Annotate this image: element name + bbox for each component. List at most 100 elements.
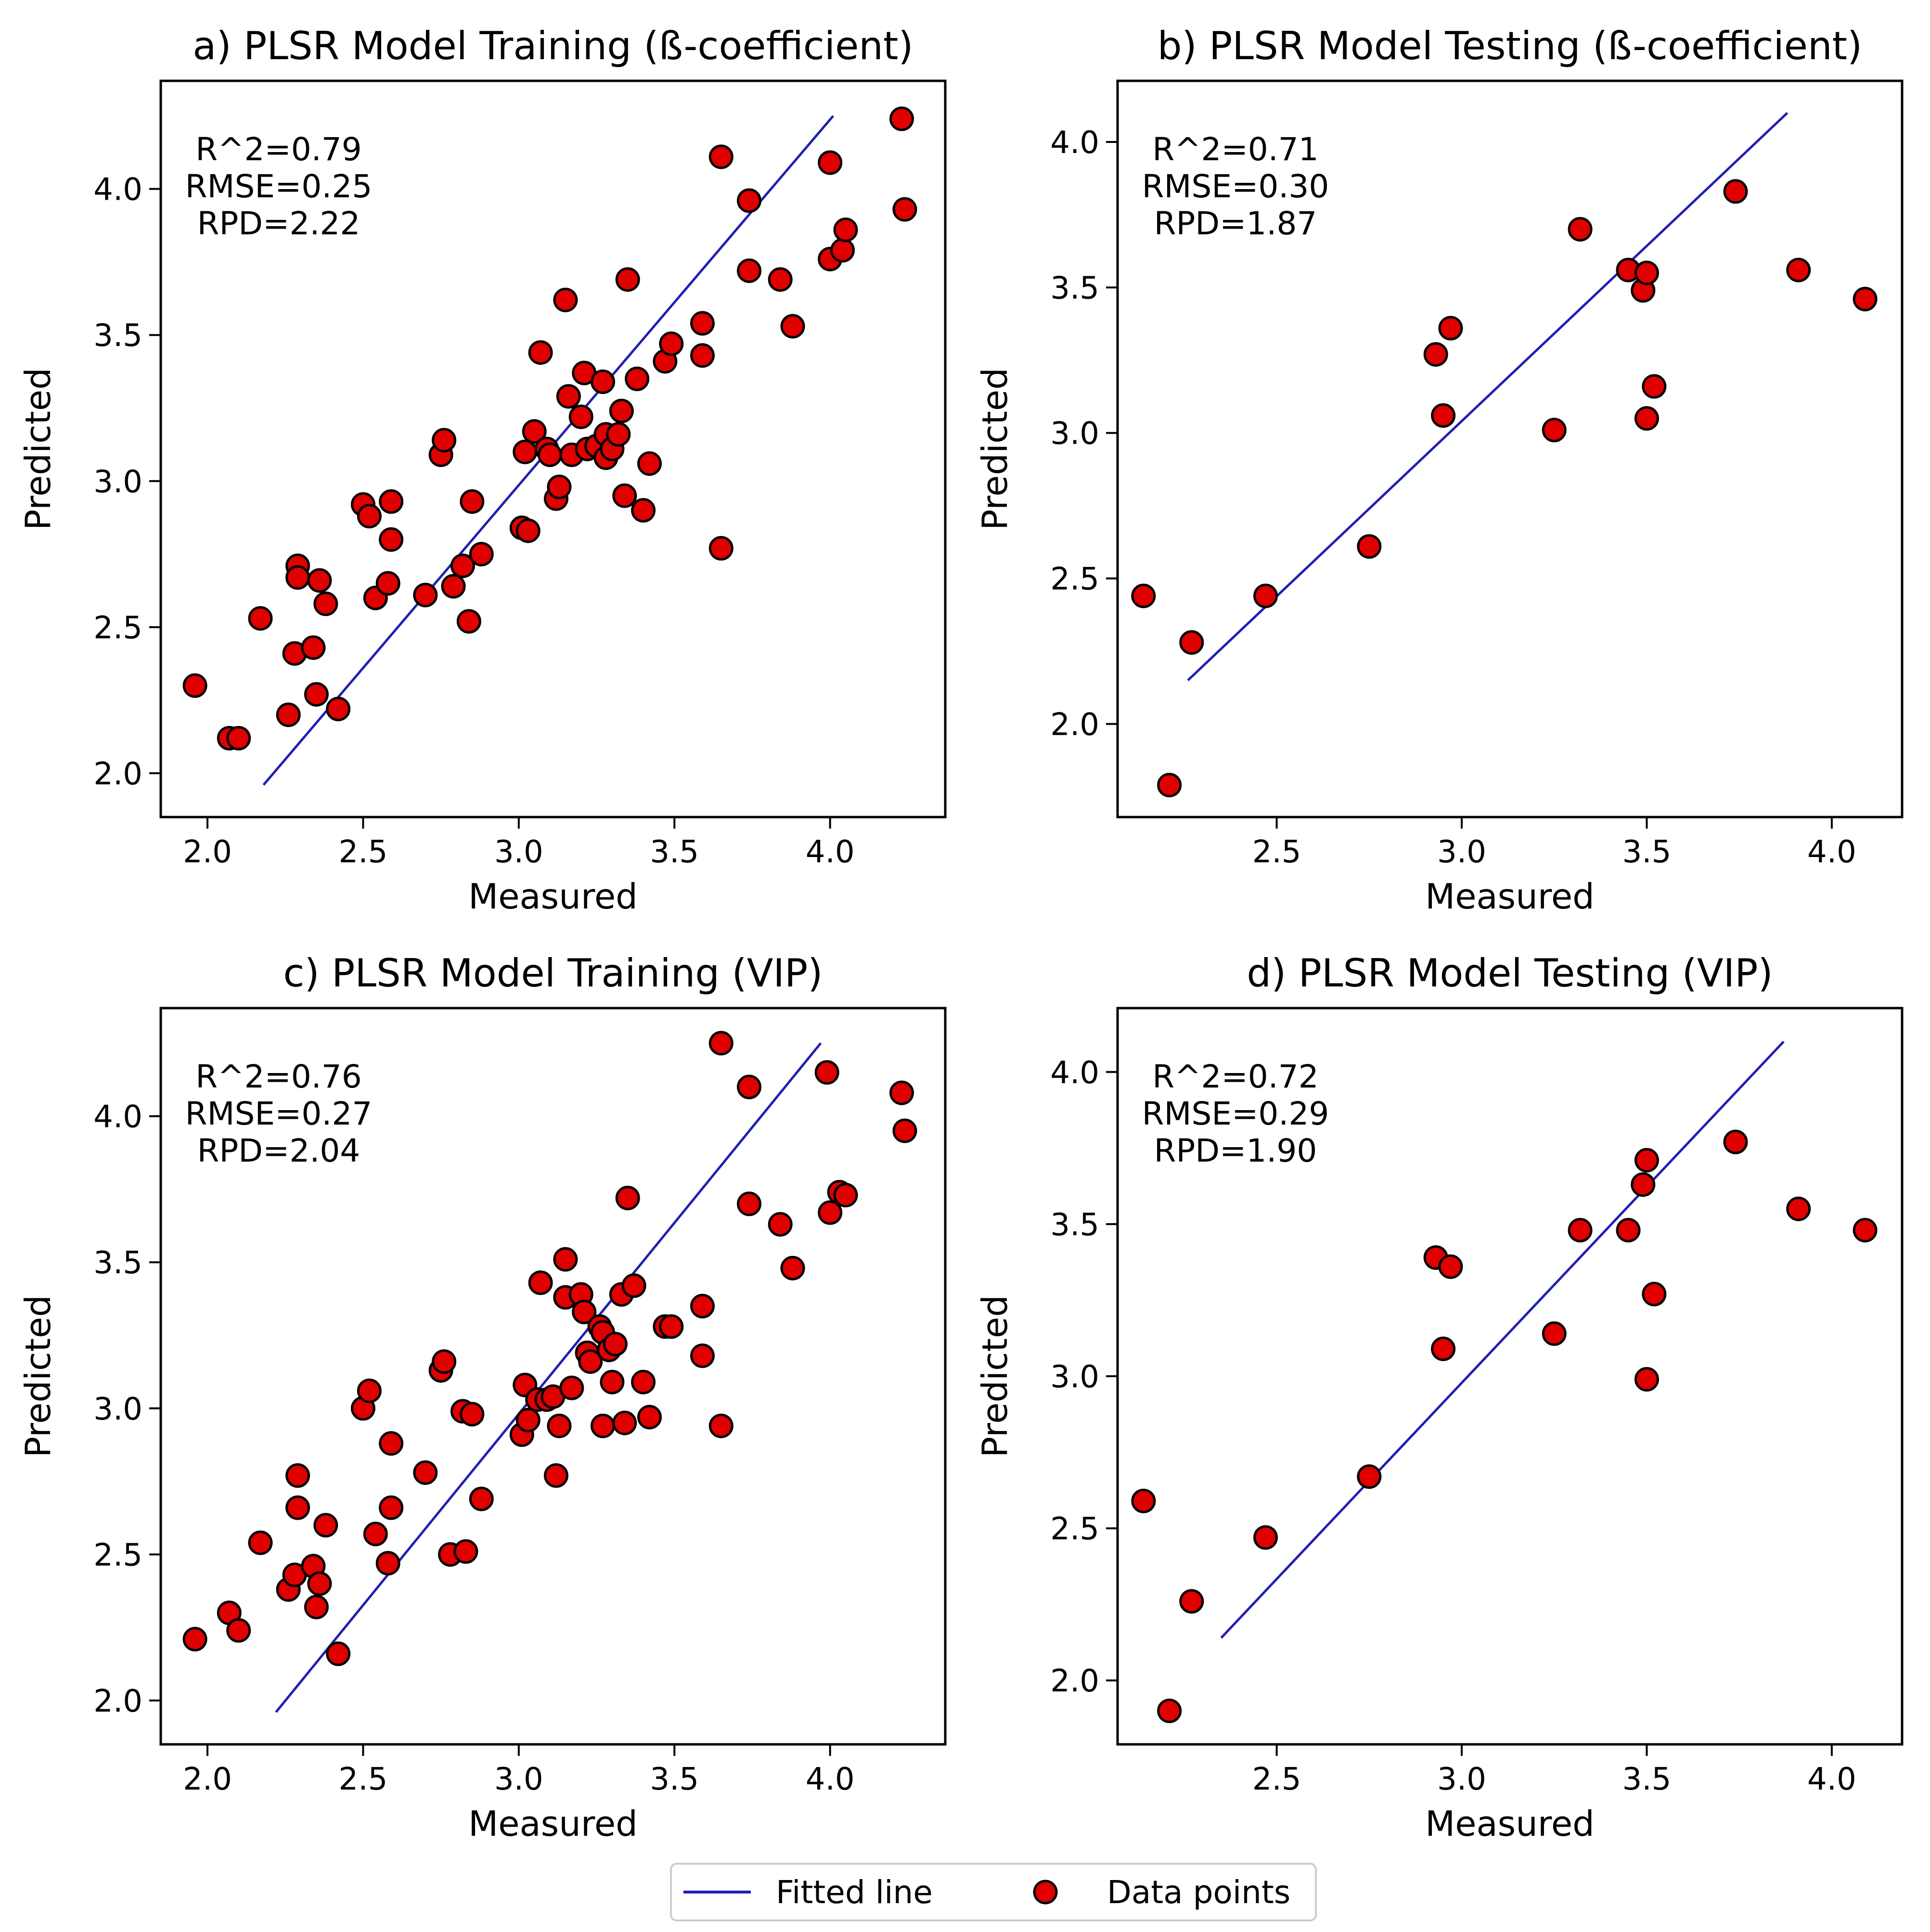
data-point <box>326 696 351 721</box>
stat-annotation: RMSE=0.27 <box>185 1095 373 1132</box>
data-point <box>307 568 332 593</box>
y-tick-label: 3.5 <box>1050 1207 1099 1243</box>
x-axis-label: Measured <box>1425 876 1595 917</box>
data-point <box>379 489 404 514</box>
data-point <box>708 536 733 561</box>
data-point <box>528 1270 553 1295</box>
y-tick-label: 4.0 <box>93 172 142 208</box>
data-point <box>1131 583 1156 608</box>
x-tick-label: 4.0 <box>806 1762 855 1797</box>
data-point <box>708 1413 733 1438</box>
x-tick-label: 2.5 <box>1252 834 1301 870</box>
data-point <box>818 1200 843 1225</box>
y-axis-label: Predicted <box>18 1295 58 1458</box>
panel-a: a) PLSR Model Training (ß-coefficient) 2.… <box>18 24 947 917</box>
data-point <box>568 404 593 429</box>
data-point <box>780 314 805 339</box>
data-point <box>1357 1464 1382 1489</box>
data-point <box>515 1407 540 1433</box>
data-point <box>780 1255 805 1280</box>
data-point <box>768 267 793 292</box>
x-axis-label: Measured <box>468 1804 638 1844</box>
data-point <box>615 267 640 292</box>
x-tick-label: 3.5 <box>650 834 699 870</box>
data-point <box>1642 374 1667 399</box>
data-point <box>659 331 684 356</box>
x-tick-label: 4.0 <box>1807 834 1856 870</box>
data-point <box>556 384 581 409</box>
x-tick-label: 4.0 <box>806 834 855 870</box>
data-point <box>814 1060 839 1085</box>
data-point <box>1634 260 1659 285</box>
y-tick-label: 2.5 <box>93 610 142 646</box>
y-tick-label: 4.0 <box>93 1100 142 1135</box>
y-axis-label: Predicted <box>975 368 1015 530</box>
data-point <box>631 1369 656 1395</box>
data-point <box>307 1571 332 1596</box>
data-point <box>432 1349 457 1374</box>
panel-title: d) PLSR Model Testing (VIP) <box>1247 951 1773 996</box>
x-axis-label: Measured <box>468 876 638 917</box>
y-tick-label: 2.0 <box>1050 1663 1099 1699</box>
data-point <box>528 340 553 365</box>
data-point <box>301 635 326 660</box>
data-point <box>615 1186 640 1211</box>
fitted-line <box>1187 112 1788 681</box>
data-point <box>637 451 662 476</box>
data-point <box>553 287 578 312</box>
data-point <box>326 1641 351 1666</box>
data-point <box>1634 406 1659 431</box>
y-tick-label: 3.0 <box>93 1392 142 1427</box>
y-tick-label: 3.0 <box>1050 1359 1099 1395</box>
data-point <box>276 703 301 727</box>
data-point <box>1642 1281 1667 1306</box>
data-point <box>1542 1321 1567 1346</box>
y-tick-label: 2.5 <box>1050 1511 1099 1547</box>
y-tick-label: 2.5 <box>1050 562 1099 597</box>
data-point <box>621 1273 646 1298</box>
data-point <box>226 726 251 751</box>
data-point <box>1634 1148 1659 1173</box>
stat-annotation: RMSE=0.25 <box>185 168 373 205</box>
data-point <box>1157 772 1182 797</box>
data-point <box>892 1118 917 1143</box>
x-tick-label: 2.5 <box>339 834 388 870</box>
data-point <box>1357 534 1382 559</box>
y-tick-label: 2.0 <box>1050 707 1099 742</box>
data-point <box>833 1183 858 1208</box>
data-point <box>612 1410 637 1435</box>
data-point <box>590 1413 615 1438</box>
stat-annotation: RPD=1.87 <box>1154 205 1317 242</box>
data-point <box>892 197 917 222</box>
data-point <box>1616 1218 1641 1243</box>
data-point <box>513 439 538 464</box>
data-point <box>737 188 761 213</box>
data-point <box>1853 287 1878 312</box>
y-tick-label: 2.5 <box>93 1537 142 1573</box>
data-point <box>1253 583 1278 608</box>
data-point <box>708 1031 733 1056</box>
y-tick-label: 2.0 <box>93 756 142 792</box>
data-point <box>1179 630 1204 655</box>
data-point <box>1786 1196 1811 1221</box>
data-point <box>379 1495 404 1520</box>
data-point <box>313 591 338 616</box>
data-point <box>460 489 485 514</box>
data-point <box>690 311 715 336</box>
panel-title: c) PLSR Model Training (VIP) <box>283 951 823 996</box>
x-tick-label: 3.0 <box>1437 834 1486 870</box>
data-point <box>375 571 400 596</box>
y-tick-label: 2.0 <box>93 1684 142 1719</box>
data-point <box>182 1626 207 1651</box>
data-point <box>690 1293 715 1318</box>
stat-annotation: RPD=2.22 <box>197 205 360 242</box>
stat-annotation: RPD=1.90 <box>1154 1132 1317 1169</box>
data-point <box>363 1522 388 1547</box>
data-point <box>1568 217 1593 242</box>
data-point <box>1853 1218 1878 1243</box>
panel-b: b) PLSR Model Testing (ß-coefficient) 2.5… <box>975 24 1904 917</box>
x-tick-label: 3.0 <box>1437 1762 1486 1797</box>
data-point <box>460 1402 485 1427</box>
stat-annotation: R^2=0.71 <box>1152 131 1318 168</box>
